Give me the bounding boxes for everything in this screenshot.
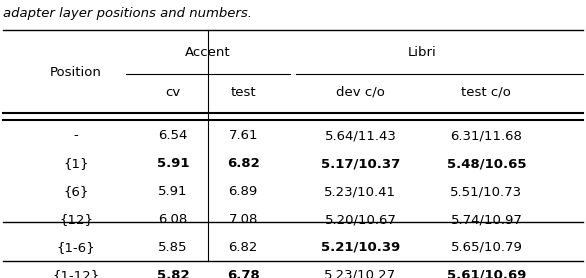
Text: 6.54: 6.54: [158, 129, 188, 142]
Text: 6.78: 6.78: [227, 269, 260, 278]
Text: 5.23/10.27: 5.23/10.27: [324, 269, 397, 278]
Text: Position: Position: [50, 66, 102, 79]
Text: 6.82: 6.82: [229, 241, 258, 254]
Text: Libri: Libri: [407, 46, 437, 59]
Text: 6.08: 6.08: [158, 213, 188, 226]
Text: 5.64/11.43: 5.64/11.43: [325, 129, 396, 142]
Text: 5.21/10.39: 5.21/10.39: [321, 241, 400, 254]
Text: 6.31/11.68: 6.31/11.68: [451, 129, 522, 142]
Text: {1}: {1}: [63, 157, 89, 170]
Text: 5.23/10.41: 5.23/10.41: [325, 185, 396, 198]
Text: {1-6}: {1-6}: [57, 241, 96, 254]
Text: adapter layer positions and numbers.: adapter layer positions and numbers.: [3, 7, 252, 20]
Text: -: -: [74, 129, 79, 142]
Text: 5.85: 5.85: [158, 241, 188, 254]
Text: test: test: [230, 86, 256, 99]
Text: cv: cv: [165, 86, 180, 99]
Text: {12}: {12}: [59, 213, 93, 226]
Text: 6.89: 6.89: [229, 185, 258, 198]
Text: Accent: Accent: [185, 46, 231, 59]
Text: dev c/o: dev c/o: [336, 86, 385, 99]
Text: 5.91: 5.91: [158, 185, 188, 198]
Text: 6.82: 6.82: [227, 157, 260, 170]
Text: 5.82: 5.82: [156, 269, 189, 278]
Text: {1-12}: {1-12}: [53, 269, 100, 278]
Text: 5.91: 5.91: [156, 157, 189, 170]
Text: 5.20/10.67: 5.20/10.67: [325, 213, 396, 226]
Text: 5.51/10.73: 5.51/10.73: [450, 185, 523, 198]
Text: 5.48/10.65: 5.48/10.65: [447, 157, 526, 170]
Text: 5.74/10.97: 5.74/10.97: [451, 213, 522, 226]
Text: 7.08: 7.08: [229, 213, 258, 226]
Text: 7.61: 7.61: [229, 129, 258, 142]
Text: test c/o: test c/o: [461, 86, 512, 99]
Text: {6}: {6}: [63, 185, 89, 198]
Text: 5.17/10.37: 5.17/10.37: [321, 157, 400, 170]
Text: 5.65/10.79: 5.65/10.79: [451, 241, 522, 254]
Text: 5.61/10.69: 5.61/10.69: [447, 269, 526, 278]
